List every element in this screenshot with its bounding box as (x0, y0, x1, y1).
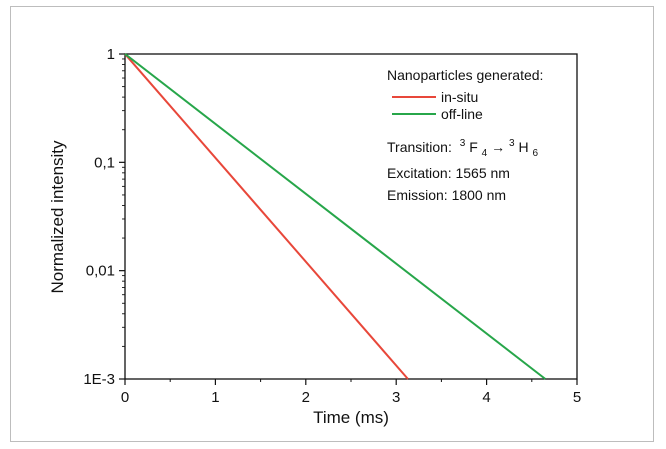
legend-label-off-line: off-line (441, 106, 483, 122)
x-tick-label: 4 (482, 389, 490, 406)
y-tick-label: 0,1 (94, 154, 115, 171)
tick-group: 0 1 2 3 4 5 1 0,1 0,01 1E-3 (83, 46, 581, 406)
series-line-off-line (124, 53, 546, 380)
y-tick-label: 1E-3 (83, 371, 115, 388)
y-tick-label: 1 (107, 46, 115, 63)
figure-frame: 0 1 2 3 4 5 1 0,1 0,01 1E-3 Time (ms) Normalized … (10, 6, 654, 442)
y-tick-label: 0,01 (86, 263, 115, 280)
emission-annotation: Emission: 1800 nm (387, 187, 506, 203)
y-axis-title: Normalized intensity (48, 140, 67, 294)
x-tick-label: 0 (121, 389, 129, 406)
x-tick-label: 5 (573, 389, 581, 406)
excitation-annotation: Excitation: 1565 nm (387, 165, 510, 181)
x-tick-label: 2 (302, 389, 310, 406)
series-group (124, 53, 546, 380)
legend-label-in-situ: in-situ (441, 89, 478, 105)
x-tick-label: 3 (392, 389, 400, 406)
legend-title: Nanoparticles generated: (387, 67, 543, 83)
plot-area (124, 53, 578, 380)
series-line-in-situ (124, 53, 409, 380)
transition-annotation: Transition: 3 F 4 → 3 H 6 (387, 133, 538, 159)
x-axis-title: Time (ms) (313, 408, 389, 427)
decay-chart: 0 1 2 3 4 5 1 0,1 0,01 1E-3 Time (ms) Normalized … (48, 46, 581, 427)
x-tick-label: 1 (211, 389, 219, 406)
